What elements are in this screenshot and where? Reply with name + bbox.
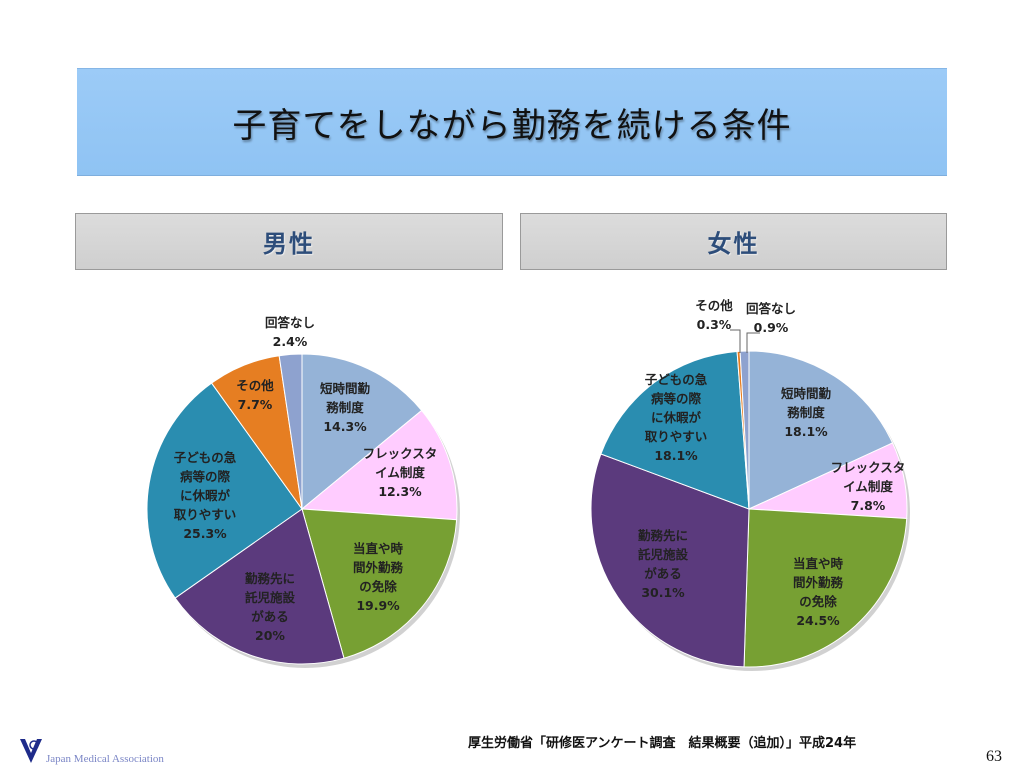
female-slice-3 — [590, 453, 750, 668]
female-slice-label-1: フレックスタイム制度 7.8% — [831, 460, 906, 513]
female-leader-5 — [730, 329, 741, 353]
female-slice-label-3: 勤務先に託児施設がある 30.1% — [638, 528, 689, 600]
male-slice-label-0: 短時間勤務制度 14.3% — [320, 381, 371, 434]
source-note: 厚生労働省「研修医アンケート調査 結果概要（追加）」平成24年 — [468, 736, 857, 751]
male-slice-label-3: 勤務先に託児施設がある 20% — [245, 571, 296, 643]
male-slice-label-6: 回答なし 2.4% — [265, 315, 315, 349]
female-slice-0 — [748, 350, 894, 510]
female-slice-2 — [743, 508, 908, 668]
female-panel-header: 女性 — [520, 213, 947, 270]
male-slice-4 — [146, 382, 303, 599]
page-number: 63 — [986, 748, 1002, 765]
page-title: 子育てをしながら勤務を続ける条件 — [232, 105, 792, 146]
female-leader-6 — [746, 332, 760, 353]
jma-logo-icon — [20, 739, 42, 763]
female-slice-label-6: 回答なし 0.9% — [746, 301, 796, 335]
male-panel-header: 男性 — [75, 213, 503, 270]
female-slice-4 — [600, 350, 750, 510]
organization-name: Japan Medical Association — [46, 753, 164, 765]
male-slice-label-1: フレックスタイム制度 12.3% — [363, 446, 438, 499]
female-slice-label-2: 当直や時間外勤務の免除 24.5% — [793, 556, 844, 628]
female-slice-label-4: 子どもの急病等の際に休暇が取りやすい 18.1% — [645, 372, 708, 463]
title-band: 子育てをしながら勤務を続ける条件 — [77, 68, 947, 176]
male-slice-label-2: 当直や時間外勤務の免除 19.9% — [353, 541, 404, 613]
male-slice-label-5: その他 7.7% — [236, 378, 274, 412]
male-slice-label-4: 子どもの急病等の際に休暇が取りやすい 25.3% — [174, 450, 237, 541]
female-slice-label-5: その他 0.3% — [695, 298, 733, 332]
male-slice-3 — [174, 508, 345, 665]
male-slice-0 — [301, 353, 423, 511]
female-slice-label-0: 短時間勤務制度 18.1% — [781, 386, 832, 439]
male-slice-6 — [278, 353, 303, 510]
male-slice-2 — [301, 508, 458, 659]
male-slice-1 — [300, 409, 458, 521]
female-panel-label: 女性 — [707, 230, 760, 258]
male-panel-label: 男性 — [263, 230, 315, 258]
